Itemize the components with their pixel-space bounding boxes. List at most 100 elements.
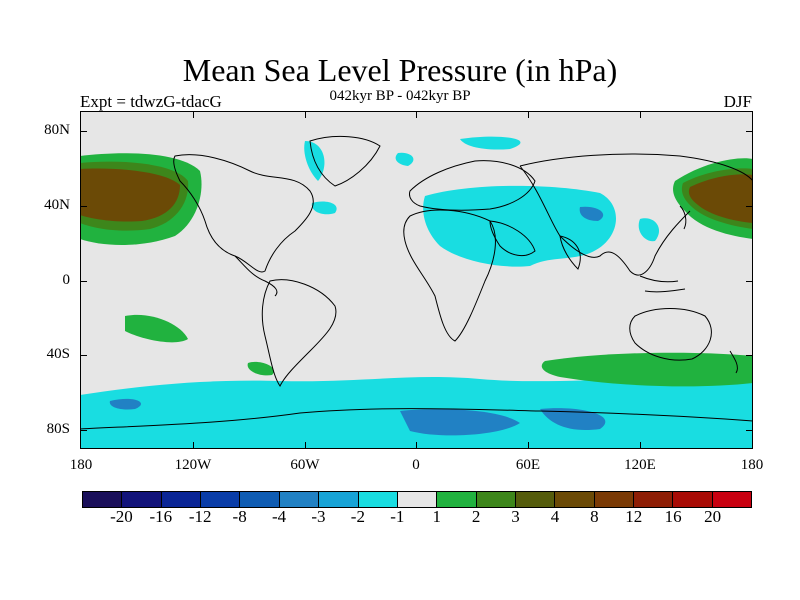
season-label: DJF <box>723 92 752 111</box>
colorbar-swatch <box>712 492 752 507</box>
map-svg <box>80 136 753 449</box>
southern-ocean-blue-1 <box>400 409 520 436</box>
lon-label-120e: 120E <box>624 457 656 473</box>
europe-outline <box>409 160 536 211</box>
southern-ocean-blue-3 <box>109 398 141 410</box>
south-america-outline <box>261 279 337 387</box>
colorbar <box>82 491 752 508</box>
southern-indian-green <box>541 352 753 387</box>
colorbar-swatch <box>122 492 162 507</box>
japan-outline <box>679 205 687 230</box>
lon-tick <box>193 442 194 449</box>
colorbar-swatch <box>279 492 320 507</box>
north-pacific-brown-east <box>688 174 753 223</box>
east-asia-cyan <box>638 218 660 242</box>
lat-tick <box>746 206 753 207</box>
lon-tick <box>528 442 529 449</box>
central-america-outline <box>234 255 278 297</box>
arctic-cyan-2 <box>460 136 521 150</box>
colorbar-swatch <box>515 492 556 507</box>
lat-label-40s: 40S <box>46 346 70 362</box>
colorbar-label: -4 <box>271 507 287 526</box>
south-pacific-green <box>125 314 188 343</box>
lon-tick <box>528 111 529 118</box>
colorbar-swatch <box>161 492 202 507</box>
colorbar-swatch <box>240 492 280 507</box>
lon-label-180e: 180 <box>740 457 764 473</box>
lon-label-0: 0 <box>412 457 420 473</box>
lon-label-180w: 180 <box>69 457 93 473</box>
southeast-asia-islands <box>639 275 686 293</box>
india-outline <box>559 235 581 270</box>
colorbar-label: -2 <box>350 507 365 526</box>
colorbar-label: -20 <box>110 507 133 526</box>
north-atlantic-cyan <box>311 201 337 215</box>
arctic-cyan-1 <box>395 152 414 166</box>
colorbar-label: 8 <box>590 507 599 526</box>
lat-tick <box>80 206 87 207</box>
colorbar-label: 12 <box>625 507 643 526</box>
colorbar-label: 2 <box>471 507 481 526</box>
lat-label-0: 0 <box>62 272 71 288</box>
lon-tick <box>640 111 641 118</box>
colorbar-swatch <box>319 492 359 507</box>
lon-label-60w: 60W <box>290 457 320 473</box>
lat-tick <box>746 355 753 356</box>
lat-tick <box>746 131 753 132</box>
colorbar-label: -8 <box>232 507 247 526</box>
experiment-label: Expt = tdwzG-tdacG <box>80 92 222 111</box>
colorbar-swatch <box>594 492 635 507</box>
lat-tick <box>746 281 753 282</box>
lat-label-80n: 80N <box>44 122 70 138</box>
greenland-outline <box>309 136 381 187</box>
lon-tick <box>640 442 641 449</box>
south-atlantic-green <box>247 361 274 376</box>
colorbar-label: -16 <box>149 507 173 526</box>
colorbar-label: -12 <box>188 507 212 526</box>
asia-outline <box>519 153 753 276</box>
lat-tick <box>80 131 87 132</box>
eurasia-blue-spot <box>579 206 604 221</box>
arabia-outline <box>489 220 536 257</box>
north-america-outline <box>173 154 314 273</box>
colorbar-swatch <box>201 492 241 507</box>
new-zealand-outline <box>729 350 738 374</box>
colorbar-label: -1 <box>390 507 405 526</box>
lat-tick <box>80 430 87 431</box>
colorbar-swatch <box>358 492 398 507</box>
lon-tick <box>305 442 306 449</box>
lon-label-60e: 60E <box>515 457 541 473</box>
colorbar-label: 1 <box>432 507 441 526</box>
colorbar-swatch <box>476 492 516 507</box>
lon-tick <box>193 111 194 118</box>
lon-tick <box>416 111 417 118</box>
pressure-map <box>80 111 753 449</box>
period-label: 042kyr BP - 042kyr BP <box>329 88 471 104</box>
colorbar-label: 4 <box>550 507 560 526</box>
colorbar-label: 3 <box>511 507 520 526</box>
colorbar-swatch <box>673 492 713 507</box>
australia-outline <box>629 308 712 361</box>
antarctica-outline <box>80 408 753 430</box>
lon-label-120w: 120W <box>174 457 212 473</box>
colorbar-swatch <box>437 492 477 507</box>
colorbar-label: 16 <box>664 507 682 526</box>
colorbar-label: 20 <box>704 507 722 526</box>
colorbar-swatch <box>634 492 674 507</box>
map-frame <box>80 111 753 449</box>
lat-tick <box>746 430 753 431</box>
coastlines <box>80 136 753 430</box>
lon-tick <box>305 111 306 118</box>
colorbar-swatch <box>397 492 438 507</box>
lat-tick <box>80 281 87 282</box>
southern-ocean-blue-2 <box>540 408 606 431</box>
north-pacific-brown-west <box>80 168 180 222</box>
colorbar-swatch <box>83 492 123 507</box>
colorbar-swatch <box>555 492 595 507</box>
lat-label-40n: 40N <box>44 197 70 213</box>
eurasia-anomaly <box>423 185 617 267</box>
africa-outline <box>403 209 496 342</box>
lat-tick <box>80 355 87 356</box>
map-title: Mean Sea Level Pressure (in hPa) <box>182 52 618 88</box>
lat-label-80s: 80S <box>46 421 70 437</box>
